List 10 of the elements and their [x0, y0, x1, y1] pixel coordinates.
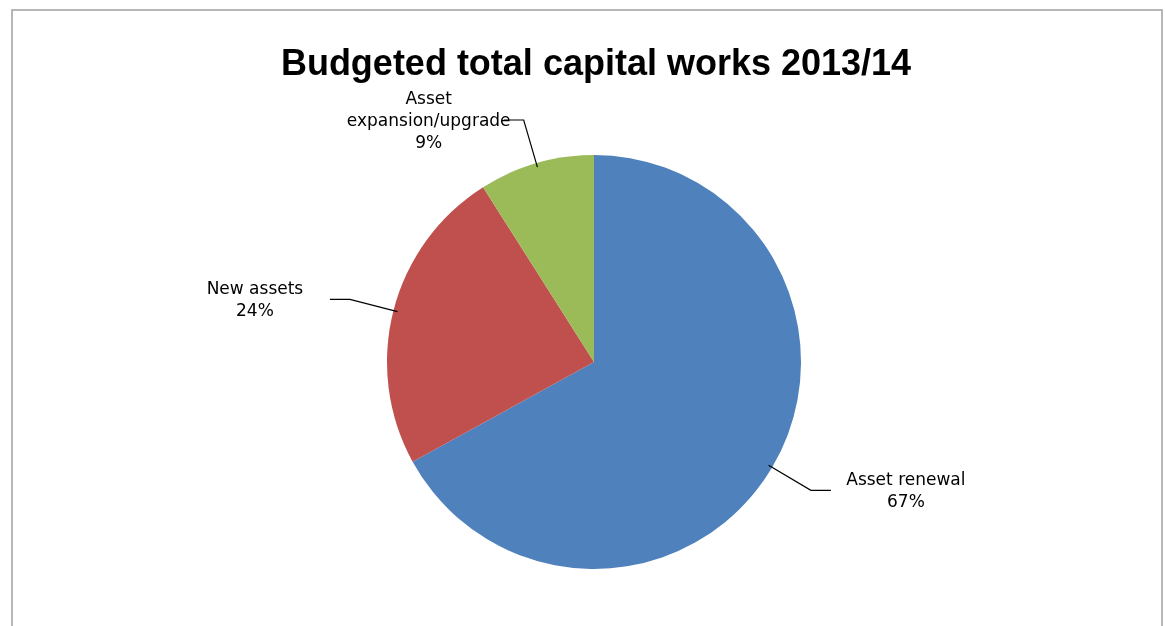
pie-slice: [387, 187, 594, 462]
pie-slice: [412, 155, 801, 569]
data-label: 24%: [236, 300, 274, 321]
data-label: 67%: [887, 491, 925, 512]
chart-title: Budgeted total capital works 2013/14: [280, 42, 912, 83]
data-label: 9%: [415, 132, 443, 153]
pie-slice: [483, 155, 594, 362]
slice-label: Asset expansion/upgrade: [346, 88, 511, 131]
slice-label: Asset renewal: [846, 469, 966, 490]
slice-label: New assets: [206, 278, 304, 299]
